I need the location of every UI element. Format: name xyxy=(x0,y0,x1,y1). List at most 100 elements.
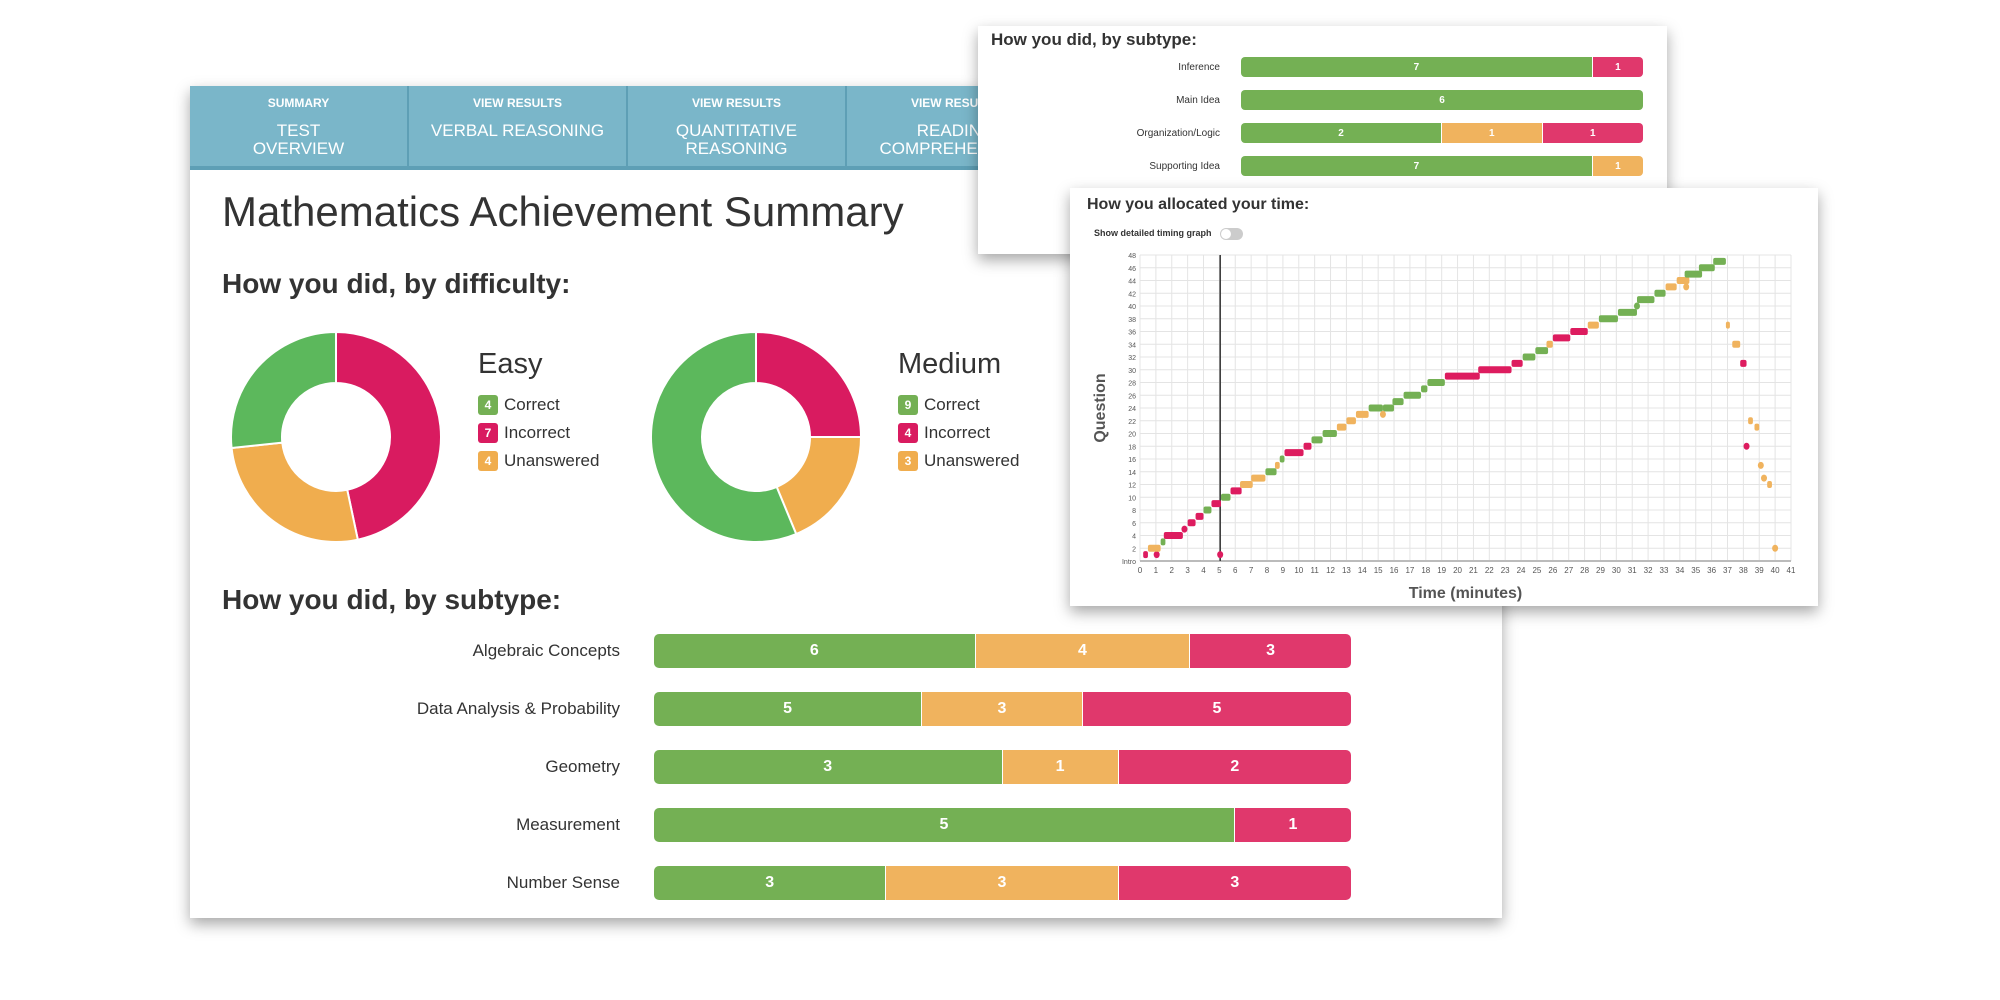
tab-verbal-reasoning[interactable]: VIEW RESULTS VERBAL REASONING xyxy=(409,86,628,166)
timing-segment xyxy=(1754,423,1760,431)
x-tick-label: 37 xyxy=(1723,566,1732,575)
subtype-row: Geometry 3 1 2 xyxy=(190,750,1351,784)
x-tick-label: 31 xyxy=(1628,566,1637,575)
timing-segment xyxy=(1187,519,1196,527)
timing-segment xyxy=(1636,296,1655,304)
y-tick-label: 12 xyxy=(1128,483,1136,490)
x-tick-label: 21 xyxy=(1469,566,1478,575)
y-tick-label: 48 xyxy=(1128,253,1136,260)
timing-segment xyxy=(1421,385,1428,393)
timing-segment xyxy=(1748,417,1753,425)
x-tick-label: 33 xyxy=(1660,566,1669,575)
timing-segment xyxy=(1546,340,1553,348)
legend-count-badge: 7 xyxy=(478,423,498,443)
bar-segment-correct: 3 xyxy=(654,750,1003,784)
x-tick-label: 29 xyxy=(1596,566,1605,575)
tab-kicker: VIEW RESULTS xyxy=(472,96,563,110)
legend-count-badge: 4 xyxy=(478,451,498,471)
timing-card: How you allocated your time: Show detail… xyxy=(1070,188,1818,606)
x-tick-label: 14 xyxy=(1358,566,1367,575)
detailed-timing-toggle[interactable] xyxy=(1220,228,1243,240)
y-tick-label: 42 xyxy=(1128,291,1136,298)
x-tick-label: 35 xyxy=(1691,566,1700,575)
legend-item-correct: 4 Correct xyxy=(478,391,599,419)
donut-slice-unanswered xyxy=(230,441,360,543)
timing-point xyxy=(1217,551,1224,559)
legend-count-badge: 4 xyxy=(478,395,498,415)
bar-segment-unanswered: 3 xyxy=(922,692,1083,726)
subtype-row: Inference 7 1 xyxy=(978,57,1643,77)
legend-title: Easy xyxy=(478,348,543,380)
x-tick-label: 8 xyxy=(1265,566,1270,575)
toggle-label: Show detailed timing graph xyxy=(1094,228,1212,238)
y-tick-label: 26 xyxy=(1128,393,1136,400)
timing-point xyxy=(1683,283,1690,291)
x-tick-label: 26 xyxy=(1548,566,1557,575)
bar-segment-correct: 6 xyxy=(654,634,976,668)
y-tick-label: Intro xyxy=(1122,559,1136,566)
x-tick-label: 39 xyxy=(1755,566,1764,575)
timing-point xyxy=(1772,544,1779,552)
tab-kicker: VIEW RESULTS xyxy=(691,96,782,110)
timing-segment xyxy=(1240,481,1253,488)
bar-segment-unanswered: 1 xyxy=(1592,156,1643,176)
subtype-row: Supporting Idea 7 1 xyxy=(978,156,1643,176)
y-tick-label: 28 xyxy=(1128,381,1136,388)
timing-point xyxy=(1153,551,1160,559)
bar-segment-unanswered: 1 xyxy=(1002,750,1119,784)
y-tick-label: 20 xyxy=(1128,432,1136,439)
timing-segment xyxy=(1303,442,1312,450)
timing-segment xyxy=(1274,461,1280,469)
x-tick-label: 36 xyxy=(1707,566,1716,575)
x-tick-label: 1 xyxy=(1154,566,1159,575)
bar-segment-incorrect: 1 xyxy=(1234,808,1351,842)
timing-segment xyxy=(1211,500,1221,508)
subtype-label: Organization/Logic xyxy=(1136,127,1220,139)
x-tick-label: 7 xyxy=(1249,566,1254,575)
x-tick-label: 28 xyxy=(1580,566,1589,575)
x-tick-label: 3 xyxy=(1185,566,1190,575)
x-tick-label: 30 xyxy=(1612,566,1621,575)
timing-segment xyxy=(1355,410,1369,418)
y-tick-label: 36 xyxy=(1128,330,1136,337)
timing-segment xyxy=(1598,315,1618,323)
x-tick-label: 38 xyxy=(1739,566,1748,575)
subtype-label: Measurement xyxy=(516,815,620,834)
subtype-label: Algebraic Concepts xyxy=(472,641,620,660)
timing-point xyxy=(1181,525,1188,533)
subtype-label: Inference xyxy=(1178,61,1220,73)
bar-segment-unanswered: 3 xyxy=(886,866,1119,900)
bar-segment-incorrect: 2 xyxy=(1118,750,1351,784)
tab-quantitative-reasoning[interactable]: VIEW RESULTS QUANTITATIVE REASONING xyxy=(628,86,847,166)
legend-item-incorrect: 4 Incorrect xyxy=(898,419,1019,447)
timing-segment xyxy=(1665,283,1677,291)
donut-slice-incorrect xyxy=(335,330,442,541)
tab-test-overview[interactable]: SUMMARY TEST OVERVIEW xyxy=(190,86,409,166)
subtype-bar: 6 xyxy=(1241,90,1643,110)
subtype-row: Measurement 5 1 xyxy=(190,808,1351,842)
x-tick-label: 10 xyxy=(1294,566,1303,575)
x-tick-label: 24 xyxy=(1517,566,1526,575)
timing-segment xyxy=(1195,512,1204,520)
timing-segment xyxy=(1368,404,1383,412)
timing-segment xyxy=(1336,423,1347,431)
timing-segment xyxy=(1220,493,1231,501)
x-tick-label: 20 xyxy=(1453,566,1462,575)
tab-label: QUANTITATIVE REASONING xyxy=(675,121,798,158)
timing-segment xyxy=(1767,481,1772,488)
x-tick-label: 25 xyxy=(1532,566,1541,575)
timing-chart: 0 1 2 3 4 5 6 7 8 9 10 11 12 13 14 15 16 17 18 19 20 21 22 23 24… xyxy=(1092,253,1796,602)
y-tick-label: 14 xyxy=(1128,470,1136,477)
bar-segment-incorrect: 1 xyxy=(1542,123,1643,143)
subtype-label: Number Sense xyxy=(506,873,620,892)
timing-segment xyxy=(1160,538,1166,546)
timing-segment xyxy=(1279,455,1285,463)
bar-segment-correct: 3 xyxy=(654,866,887,900)
tab-label: VERBAL REASONING xyxy=(430,121,605,140)
timing-segment xyxy=(1230,487,1242,495)
